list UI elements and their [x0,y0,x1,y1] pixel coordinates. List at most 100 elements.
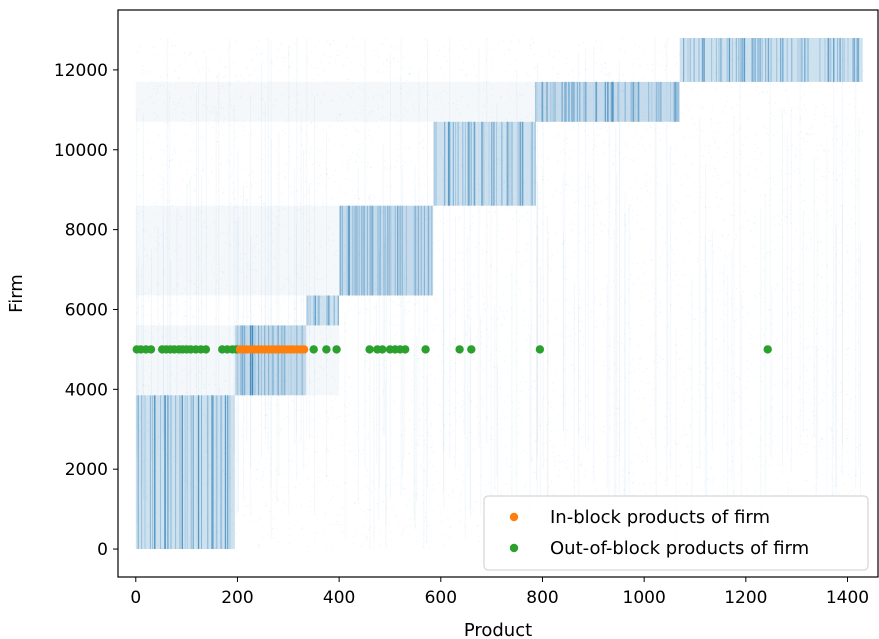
bg-point [632,73,634,75]
bg-point [679,464,682,466]
bg-point [580,437,582,439]
bg-point [142,391,144,393]
bg-point [194,283,196,285]
bg-point [156,53,158,55]
bg-point [172,114,174,116]
bg-point [411,214,413,217]
bg-point [470,296,473,298]
bg-point [414,193,417,196]
bg-point [838,444,840,446]
bg-point [277,173,280,175]
bg-point [202,202,204,204]
bg-point [821,299,824,301]
bg-point [205,451,207,453]
bg-point [549,336,551,338]
bg-point [811,311,814,313]
bg-point [461,69,463,71]
bg-point [511,83,513,86]
bg-point [246,487,248,489]
bg-point [213,221,215,223]
bg-point [422,470,424,472]
bg-point [386,377,388,379]
bg-point [689,386,691,389]
bg-point [484,308,486,310]
bg-point [359,64,361,66]
bg-point [775,184,777,186]
bg-point [395,515,397,517]
bg-point [366,119,369,121]
bg-point [773,217,775,219]
bg-point [203,415,205,417]
bg-point [696,257,698,259]
bg-point [381,449,383,451]
bg-point [185,134,187,136]
bg-point [442,46,444,49]
bg-point [484,302,486,305]
bg-point [594,436,596,438]
bg-point [728,415,730,417]
bg-point [633,157,636,160]
bg-point [807,429,809,431]
bg-point [764,69,766,71]
bg-point [184,336,186,338]
bg-point [416,540,418,542]
bg-point [425,70,428,72]
bg-point [579,269,582,271]
bg-point [171,159,173,161]
bg-point [551,145,553,147]
bg-point [497,306,500,308]
bg-point [717,131,719,133]
bg-point [536,130,538,132]
bg-point [656,353,658,356]
bg-point [615,96,617,98]
bg-point [368,414,370,416]
bg-point [416,301,418,303]
bg-point [247,233,249,235]
bg-point [183,315,186,317]
bg-point [199,302,202,305]
bg-point [460,510,462,512]
bg-point [551,67,553,69]
bg-point [458,498,461,500]
bg-point [451,492,453,494]
bg-point [616,79,619,81]
bg-point [317,67,319,70]
bg-point [522,434,524,436]
bg-point [412,494,414,496]
bg-point [858,134,861,137]
bg-point [323,94,326,96]
bg-point [145,229,148,231]
bg-point [371,480,374,482]
bg-point [148,540,150,542]
bg-point [172,304,174,306]
bg-point [845,143,848,146]
bg-point [281,94,283,96]
bg-point [614,363,616,365]
bg-point [566,429,568,431]
bg-point [820,241,822,243]
bg-point [465,508,467,510]
bg-point [821,438,823,440]
bg-point [783,135,785,137]
bg-point [715,65,718,67]
bg-point [768,101,770,104]
bg-point [693,211,695,213]
bg-point [339,227,341,229]
bg-point [233,221,236,223]
bg-point [565,183,568,186]
bg-point [215,319,217,321]
bg-point [535,374,537,376]
bg-point [693,318,695,320]
bg-point [646,367,648,370]
bg-point [790,353,792,355]
bg-point [266,414,269,416]
bg-point [501,324,503,326]
bg-point [539,315,541,317]
bg-point [712,481,714,483]
bg-point [157,475,159,477]
bg-point [800,84,802,86]
bg-point [291,191,293,193]
bg-point [326,359,328,361]
bg-point [451,327,453,329]
bg-point [845,145,848,148]
